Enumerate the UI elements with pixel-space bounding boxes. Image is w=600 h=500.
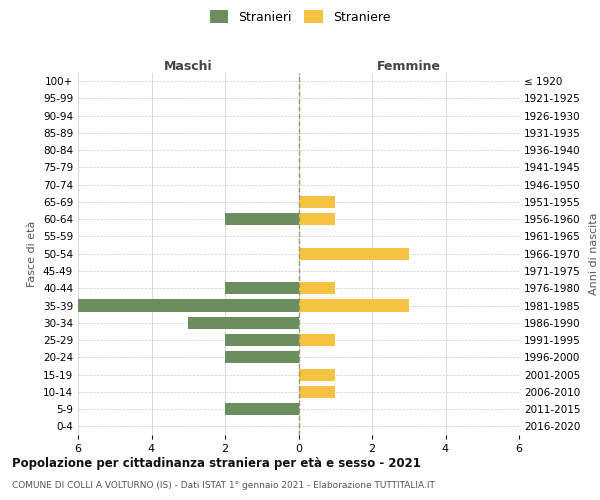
Bar [225, 213, 299, 226]
Bar [299, 282, 335, 294]
Bar [188, 317, 299, 329]
Bar [299, 196, 335, 208]
Bar [299, 368, 335, 380]
Bar [225, 403, 299, 415]
Bar [299, 248, 409, 260]
Bar [78, 300, 299, 312]
Bar [299, 213, 335, 226]
Text: Maschi: Maschi [164, 60, 212, 72]
Text: COMUNE DI COLLI A VOLTURNO (IS) - Dati ISTAT 1° gennaio 2021 - Elaborazione TUTT: COMUNE DI COLLI A VOLTURNO (IS) - Dati I… [12, 481, 435, 490]
Bar [299, 386, 335, 398]
Y-axis label: Fasce di età: Fasce di età [28, 220, 37, 287]
Legend: Stranieri, Straniere: Stranieri, Straniere [205, 5, 395, 28]
Bar [299, 334, 335, 346]
Bar [225, 334, 299, 346]
Bar [299, 300, 409, 312]
Text: Popolazione per cittadinanza straniera per età e sesso - 2021: Popolazione per cittadinanza straniera p… [12, 458, 421, 470]
Bar [225, 352, 299, 364]
Bar [225, 282, 299, 294]
Text: Femmine: Femmine [377, 60, 441, 72]
Y-axis label: Anni di nascita: Anni di nascita [589, 212, 599, 295]
